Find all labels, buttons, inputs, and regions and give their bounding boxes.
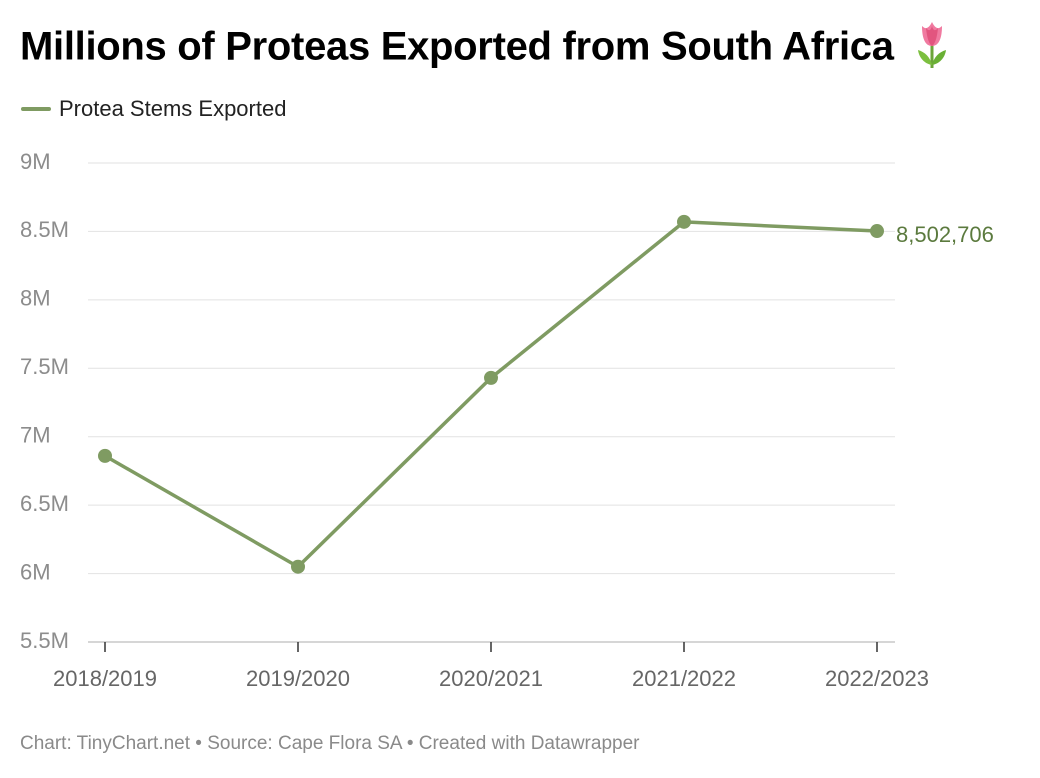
- y-tick-label: 6M: [20, 559, 51, 584]
- tulip-icon: [913, 18, 951, 80]
- legend-label: Protea Stems Exported: [59, 96, 287, 121]
- legend-swatch: [21, 107, 51, 111]
- x-tick-label: 2022/2023: [825, 666, 929, 691]
- chart-title-text: Millions of Proteas Exported from South …: [20, 24, 894, 69]
- line-chart: 5.5M 6M 6.5M 7M 7.5M 8M 8.5M 9M 2018/2019 2019/20…: [20, 149, 994, 691]
- y-tick-label: 8.5M: [20, 217, 69, 242]
- y-tick-label: 7M: [20, 423, 51, 448]
- data-point: [484, 370, 498, 385]
- y-tick-label: 5.5M: [20, 628, 69, 653]
- data-point: [291, 559, 305, 574]
- x-tick-label: 2021/2022: [632, 666, 736, 691]
- data-point: [870, 224, 884, 239]
- data-point: [98, 448, 112, 463]
- x-tick-label: 2020/2021: [439, 666, 543, 691]
- x-tick-label: 2019/2020: [246, 666, 350, 691]
- x-tick-label: 2018/2019: [53, 666, 157, 691]
- end-value-label: 8,502,706: [896, 222, 994, 247]
- chart-legend: Protea Stems Exported: [21, 96, 286, 122]
- series-line: [103, 220, 879, 569]
- y-tick-label: 6.5M: [20, 491, 69, 516]
- y-tick-label: 8M: [20, 286, 51, 311]
- chart-footer: Chart: TinyChart.net • Source: Cape Flor…: [20, 733, 640, 754]
- chart-title: Millions of Proteas Exported from South …: [20, 18, 951, 80]
- y-tick-label: 9M: [20, 149, 51, 174]
- y-tick-label: 7.5M: [20, 354, 69, 379]
- data-point: [677, 214, 691, 229]
